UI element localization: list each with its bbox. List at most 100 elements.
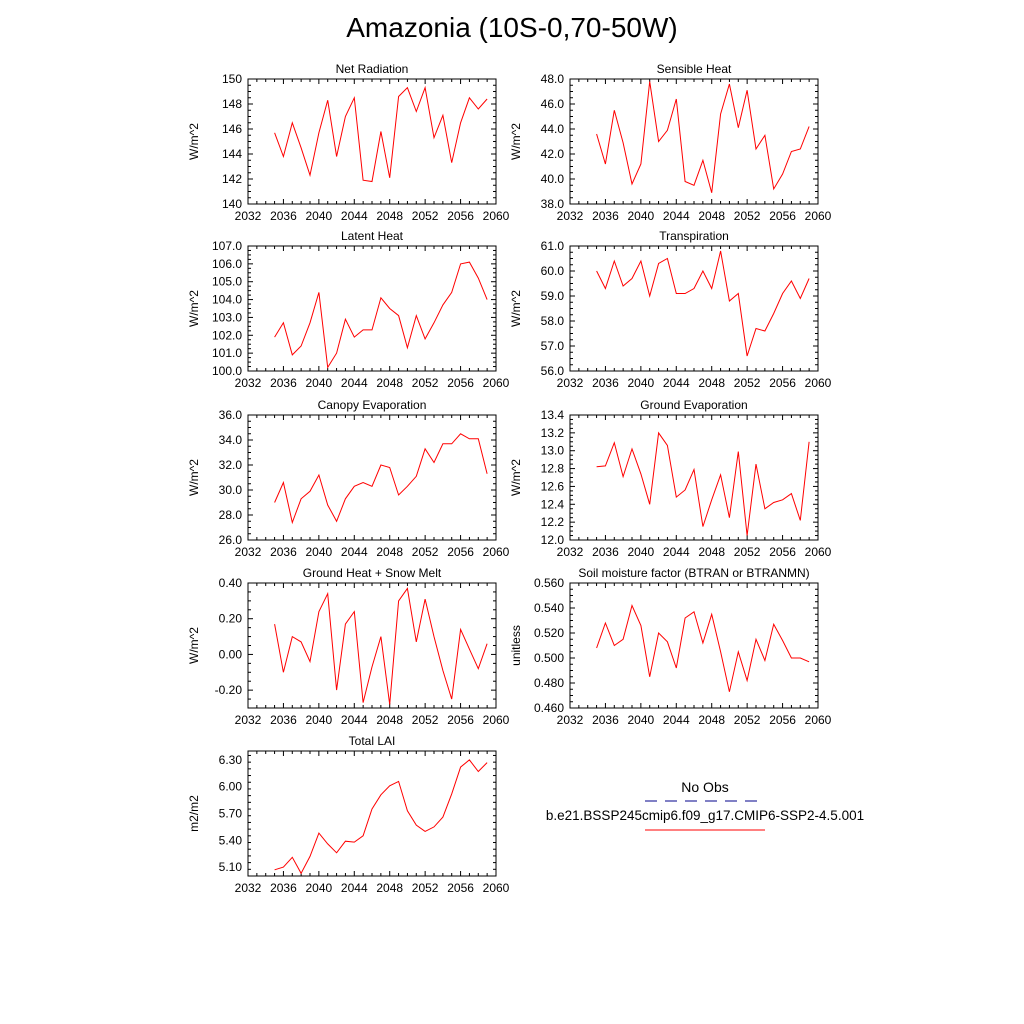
y-tick-label: 104.0 — [212, 293, 242, 307]
x-tick-label: 2052 — [734, 713, 761, 727]
x-tick-label: 2056 — [769, 713, 796, 727]
y-tick-label: 12.6 — [541, 479, 565, 493]
y-tick-label: 59.0 — [541, 289, 565, 303]
x-tick-label: 2040 — [628, 376, 655, 390]
y-tick-label: 13.0 — [541, 444, 565, 458]
y-tick-label: 38.0 — [541, 197, 565, 211]
y-tick-label: 13.4 — [541, 408, 565, 422]
series-line — [596, 603, 810, 692]
y-tick-label: 46.0 — [541, 97, 565, 111]
y-axis-label: W/m^2 — [187, 123, 201, 160]
plot-frame — [247, 750, 497, 877]
y-tick-label: 40.0 — [541, 172, 565, 186]
x-tick-label: 2048 — [698, 545, 725, 559]
x-tick-label: 2044 — [663, 713, 690, 727]
y-tick-label: 42.0 — [541, 147, 565, 161]
x-tick-label: 2048 — [698, 209, 725, 223]
chart-panel-9: 2032 2036 2040 2044 2048 2052 2056 2060 5.10 5.40… — [187, 734, 510, 895]
chart-panel-6: 2032 2036 2040 2044 2048 2052 2056 2060 12.0 12.2… — [509, 398, 832, 559]
y-tick-label: 0.40 — [219, 576, 243, 590]
y-tick-label: 34.0 — [219, 433, 243, 447]
y-tick-label: 0.460 — [534, 701, 564, 715]
x-tick-label: 2060 — [483, 713, 510, 727]
x-tick-label: 2036 — [270, 713, 297, 727]
y-tick-label: 58.0 — [541, 314, 565, 328]
y-tick-label: 28.0 — [219, 508, 243, 522]
y-tick-label: 6.30 — [219, 753, 243, 767]
y-tick-label: 60.0 — [541, 264, 565, 278]
x-tick-label: 2052 — [412, 545, 439, 559]
y-tick-label: 100.0 — [212, 364, 242, 378]
x-tick-label: 2060 — [805, 376, 832, 390]
x-tick-label: 2048 — [376, 881, 403, 895]
x-tick-label: 2048 — [376, 713, 403, 727]
x-tick-label: 2032 — [557, 713, 584, 727]
x-tick-label: 2056 — [447, 881, 474, 895]
x-tick-label: 2052 — [412, 376, 439, 390]
y-tick-label: 0.20 — [219, 612, 243, 626]
x-tick-label: 2044 — [341, 545, 368, 559]
x-tick-label: 2052 — [734, 545, 761, 559]
panel-title: Latent Heat — [341, 229, 404, 243]
x-tick-label: 2048 — [376, 376, 403, 390]
x-tick-label: 2060 — [805, 209, 832, 223]
x-tick-label: 2052 — [412, 209, 439, 223]
x-tick-label: 2032 — [235, 209, 262, 223]
x-tick-label: 2040 — [306, 376, 333, 390]
x-tick-label: 2044 — [341, 713, 368, 727]
x-tick-label: 2036 — [592, 713, 619, 727]
series-line — [274, 433, 488, 525]
x-tick-label: 2056 — [769, 545, 796, 559]
panel-title: Sensible Heat — [657, 62, 732, 76]
legend: No Obs b.e21.BSSP245cmip6.f09_g17.CMIP6-… — [546, 779, 864, 831]
x-tick-label: 2036 — [270, 545, 297, 559]
x-tick-label: 2048 — [376, 545, 403, 559]
y-tick-label: 146 — [222, 122, 242, 136]
y-tick-label: -0.20 — [215, 683, 243, 697]
y-tick-label: 30.0 — [219, 483, 243, 497]
series-line — [596, 81, 810, 193]
x-tick-label: 2060 — [805, 545, 832, 559]
chart-panels: 2032 2036 2040 2044 2048 2052 2056 2060 140 142 14… — [187, 62, 832, 895]
y-tick-label: 102.0 — [212, 328, 242, 342]
x-tick-label: 2032 — [235, 545, 262, 559]
x-tick-label: 2044 — [341, 881, 368, 895]
y-tick-label: 0.520 — [534, 626, 564, 640]
chart-panel-7: 2032 2036 2040 2044 2048 2052 2056 2060 -0.20 0.0… — [187, 566, 510, 727]
x-tick-label: 2048 — [698, 376, 725, 390]
y-tick-label: 5.70 — [219, 807, 243, 821]
series-line — [274, 85, 488, 183]
x-tick-label: 2036 — [270, 376, 297, 390]
y-axis-label: W/m^2 — [187, 290, 201, 327]
y-axis-label: W/m^2 — [187, 459, 201, 496]
y-tick-label: 12.2 — [541, 515, 565, 529]
y-tick-label: 12.0 — [541, 533, 565, 547]
x-tick-label: 2032 — [557, 376, 584, 390]
x-tick-label: 2036 — [592, 545, 619, 559]
y-tick-label: 32.0 — [219, 458, 243, 472]
plot-frame — [247, 78, 497, 205]
panel-title: Total LAI — [349, 734, 396, 748]
y-axis-label: W/m^2 — [187, 627, 201, 664]
x-tick-label: 2052 — [412, 713, 439, 727]
x-tick-label: 2036 — [270, 209, 297, 223]
x-tick-label: 2056 — [447, 545, 474, 559]
x-tick-label: 2048 — [698, 713, 725, 727]
x-tick-label: 2032 — [557, 209, 584, 223]
y-tick-label: 6.00 — [219, 780, 243, 794]
plot-frame — [569, 582, 819, 709]
y-tick-label: 12.8 — [541, 462, 565, 476]
y-tick-label: 48.0 — [541, 72, 565, 86]
y-tick-label: 142 — [222, 172, 242, 186]
x-tick-label: 2040 — [306, 209, 333, 223]
y-tick-label: 12.4 — [541, 497, 565, 511]
plot-frame — [247, 414, 497, 541]
x-tick-label: 2056 — [447, 209, 474, 223]
y-tick-label: 106.0 — [212, 257, 242, 271]
y-axis-label: W/m^2 — [509, 459, 523, 496]
panel-title: Net Radiation — [336, 62, 409, 76]
y-tick-label: 103.0 — [212, 310, 242, 324]
chart-panel-3: 2032 2036 2040 2044 2048 2052 2056 2060 100.0 101… — [187, 229, 510, 390]
x-tick-label: 2032 — [235, 713, 262, 727]
x-tick-label: 2044 — [341, 376, 368, 390]
